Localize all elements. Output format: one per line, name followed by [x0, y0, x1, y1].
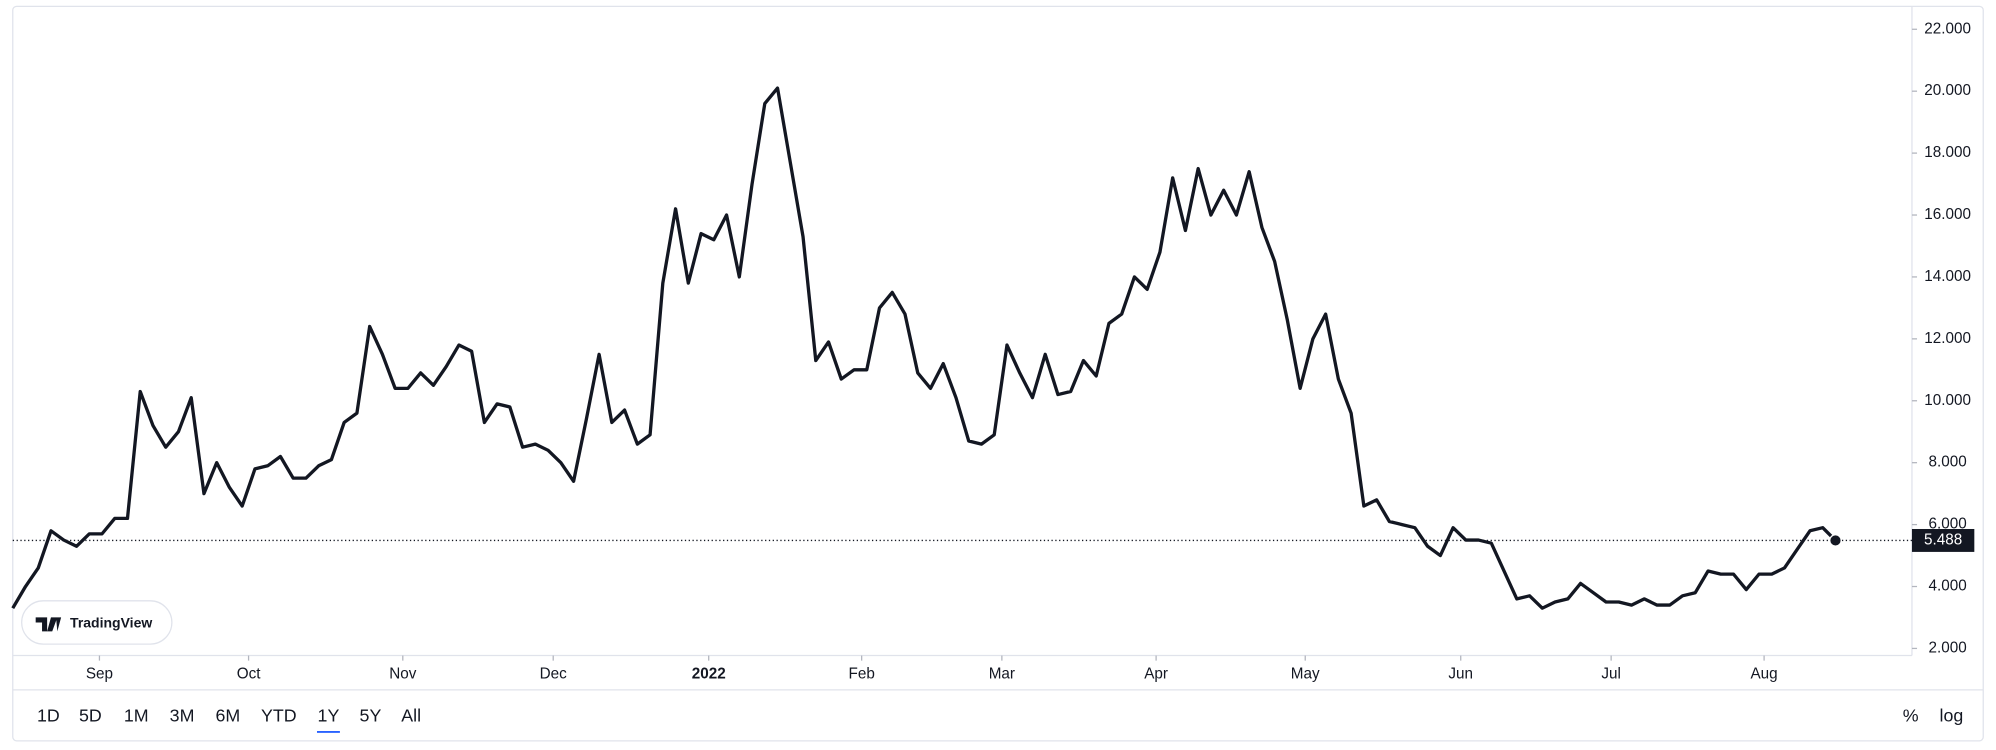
y-tick-label: 2.000 — [1928, 639, 1966, 656]
y-tick-label: 14.000 — [1924, 268, 1971, 285]
x-tick-label: Oct — [237, 666, 262, 683]
widget-frame — [12, 5, 1984, 742]
y-tick-label: 16.000 — [1924, 206, 1971, 223]
x-tick-label: Mar — [989, 666, 1015, 683]
x-tick-label: Dec — [540, 666, 568, 683]
x-tick-label: Jun — [1448, 666, 1473, 683]
x-tick-label: Apr — [1144, 666, 1168, 683]
last-price-badge — [1911, 528, 1975, 552]
x-tick-label: 2022 — [692, 666, 726, 683]
last-price-dot — [1829, 534, 1842, 547]
y-tick-label: 4.000 — [1928, 578, 1966, 595]
logo-text: TradingView — [70, 614, 152, 630]
x-tick-label: Nov — [389, 666, 417, 683]
y-tick-label: 12.000 — [1924, 330, 1971, 347]
logo-icon — [35, 617, 62, 632]
range-button[interactable]: 6M — [216, 705, 241, 725]
x-tick-label: May — [1291, 666, 1320, 683]
y-tick-label: 8.000 — [1928, 454, 1966, 471]
scale-button[interactable]: log — [1940, 705, 1964, 725]
range-button[interactable]: 1Y — [318, 705, 340, 725]
x-tick-label: Sep — [86, 666, 113, 683]
logo-badge[interactable] — [21, 600, 173, 645]
range-button[interactable]: 3M — [170, 705, 195, 725]
range-button[interactable]: All — [401, 705, 421, 725]
y-tick-label: 6.000 — [1928, 516, 1966, 533]
logo[interactable]: TradingView — [21, 600, 173, 645]
range-button[interactable]: YTD — [261, 705, 297, 725]
y-tick-label: 20.000 — [1924, 82, 1971, 99]
range-button[interactable]: 5D — [79, 705, 102, 725]
x-tick-label: Feb — [849, 666, 875, 683]
last-price-label: 5.488 — [1924, 531, 1962, 548]
x-tick-label: Aug — [1751, 666, 1778, 683]
range-button[interactable]: 1M — [124, 705, 149, 725]
range-button[interactable]: 1D — [37, 705, 60, 725]
y-tick-label: 10.000 — [1924, 392, 1971, 409]
price-line — [11, 86, 1837, 610]
y-tick-label: 18.000 — [1924, 144, 1971, 161]
scale-button[interactable]: % — [1903, 705, 1919, 725]
y-tick-label: 22.000 — [1924, 20, 1971, 37]
range-button[interactable]: 5Y — [360, 705, 382, 725]
x-tick-label: Jul — [1601, 666, 1621, 683]
